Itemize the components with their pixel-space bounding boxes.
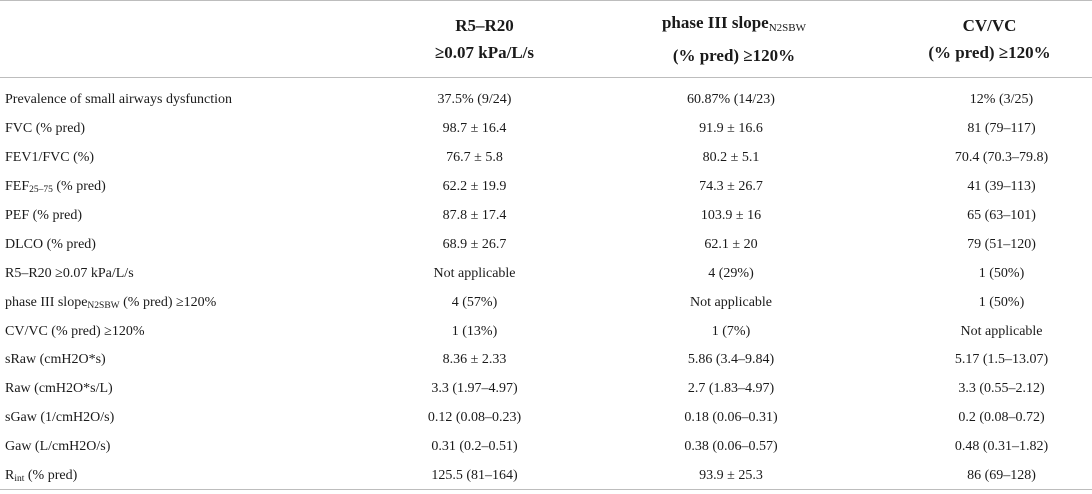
cell-phase-iii: 0.38 (0.06–0.57) xyxy=(684,439,778,455)
header-cv-vc: CV/VC (% pred) ≥120% xyxy=(875,0,1092,78)
cell-r5-r20: 87.8 ± 17.4 xyxy=(442,208,507,223)
row-label: DLCO (% pred) xyxy=(5,236,96,252)
cell-r5-r20: 76.7 ± 5.8 xyxy=(446,150,503,166)
cell-cv-vc: 12% (3/25) xyxy=(969,92,1034,108)
row-label-sub: 25–75 xyxy=(29,185,53,196)
table-row: FEV1/FVC (%) 76.7 ± 5.8 80.2 ± 5.1 70.4 … xyxy=(0,144,1092,173)
row-label: R5–R20 ≥0.07 kPa/L/s xyxy=(5,265,134,281)
row-label: CV/VC (% pred) ≥120% xyxy=(5,323,145,339)
table-row: Gaw (L/cmH2O/s) 0.31 (0.2–0.51) 0.38 (0.… xyxy=(0,433,1092,462)
table-row: FEF25–75 (% pred) 62.2 ± 19.9 74.3 ± 26.… xyxy=(0,173,1092,202)
table-row: R5–R20 ≥0.07 kPa/L/s Not applicable 4 (2… xyxy=(0,259,1092,288)
cell-cv-vc: 79 (51–120) xyxy=(967,236,1036,252)
table-row: PEF (% pred) 87.8 ± 17.4 103.9 ± 16 65 (… xyxy=(0,202,1092,231)
cell-cv-vc: 70.4 (70.3–79.8) xyxy=(954,150,1049,166)
table-row: sGaw (1/cmH2O/s) 0.12 (0.08–0.23) 0.18 (… xyxy=(0,404,1092,433)
cell-r5-r20: 68.9 ± 26.7 xyxy=(442,236,507,252)
row-label: FEF25–75 (% pred) xyxy=(0,173,362,202)
cell-cv-vc: 5.17 (1.5–13.07) xyxy=(954,352,1049,368)
row-label-sub: N2SBW xyxy=(87,300,120,311)
row-label-rest: (% pred) xyxy=(52,179,106,195)
table-row: Raw (cmH2O*s/L) 3.3 (1.97–4.97) 2.7 (1.8… xyxy=(0,375,1092,404)
cell-r5-r20: 62.2 ± 19.9 xyxy=(442,179,507,195)
cell-phase-iii: 91.9 ± 16.6 xyxy=(699,121,763,137)
table-row: FVC (% pred) 98.7 ± 16.4 91.9 ± 16.6 81 … xyxy=(0,115,1092,144)
header-cv-vc-line2: (% pred) ≥120% xyxy=(928,43,1051,62)
cell-r5-r20: 0.12 (0.08–0.23) xyxy=(427,410,522,426)
cell-cv-vc: Not applicable xyxy=(960,323,1043,339)
table-row: phase III slopeN2SBW (% pred) ≥120% 4 (5… xyxy=(0,288,1092,317)
cell-phase-iii: 2.7 (1.83–4.97) xyxy=(687,381,775,397)
header-r5-r20: R5–R20 ≥0.07 kPa/L/s xyxy=(362,0,575,78)
table-bottom-rule xyxy=(0,489,1092,490)
cell-cv-vc: 86 (69–128) xyxy=(967,468,1036,484)
row-label: Gaw (L/cmH2O/s) xyxy=(5,439,111,455)
cell-cv-vc: 81 (79–117) xyxy=(967,121,1036,137)
table-row: DLCO (% pred) 68.9 ± 26.7 62.1 ± 20 79 (… xyxy=(0,230,1092,259)
table-row: sRaw (cmH2O*s) 8.36 ± 2.33 5.86 (3.4–9.8… xyxy=(0,346,1092,375)
header-empty-cell xyxy=(0,0,362,78)
row-label-sub: int xyxy=(14,474,25,485)
cell-cv-vc: 3.3 (0.55–2.12) xyxy=(958,381,1045,397)
row-label-main: R xyxy=(5,468,15,484)
row-label-rest: (% pred) ≥120% xyxy=(119,294,217,310)
header-phase-iii-main: phase III slope xyxy=(661,13,769,32)
cell-r5-r20: 4 (57%) xyxy=(451,294,498,310)
row-label: sRaw (cmH2O*s) xyxy=(5,352,106,368)
header-r5-r20-line1: R5–R20 xyxy=(455,16,514,35)
cell-phase-iii: 62.1 ± 20 xyxy=(704,236,758,252)
cell-cv-vc: 1 (50%) xyxy=(978,265,1025,281)
cell-r5-r20: 0.31 (0.2–0.51) xyxy=(431,439,518,455)
cell-phase-iii: Not applicable xyxy=(689,294,773,310)
cell-r5-r20: 3.3 (1.97–4.97) xyxy=(431,381,518,397)
cell-phase-iii: 0.18 (0.06–0.31) xyxy=(684,410,778,426)
table-row: CV/VC (% pred) ≥120% 1 (13%) 1 (7%) Not … xyxy=(0,317,1092,346)
row-label: Prevalence of small airways dysfunction xyxy=(5,92,233,108)
row-label: sGaw (1/cmH2O/s) xyxy=(5,410,115,426)
header-r5-r20-line2: ≥0.07 kPa/L/s xyxy=(434,43,535,62)
row-label: Rint (% pred) xyxy=(0,462,362,493)
cell-phase-iii: 4 (29%) xyxy=(708,265,754,281)
cell-cv-vc: 0.48 (0.31–1.82) xyxy=(954,439,1049,455)
cell-phase-iii: 5.86 (3.4–9.84) xyxy=(687,352,775,368)
cell-r5-r20: 98.7 ± 16.4 xyxy=(442,121,507,137)
cell-r5-r20: Not applicable xyxy=(433,265,516,281)
row-label-main: FEF xyxy=(5,179,30,195)
cell-r5-r20: 37.5% (9/24) xyxy=(437,92,512,108)
cell-phase-iii: 74.3 ± 26.7 xyxy=(699,179,763,195)
cell-r5-r20: 1 (13%) xyxy=(451,323,498,339)
row-label: Raw (cmH2O*s/L) xyxy=(5,381,113,397)
header-phase-iii-line2: (% pred) ≥120% xyxy=(672,46,796,65)
row-label: phase III slopeN2SBW (% pred) ≥120% xyxy=(0,288,362,317)
cell-cv-vc: 41 (39–113) xyxy=(967,179,1036,195)
cell-phase-iii: 93.9 ± 25.3 xyxy=(699,468,763,484)
header-phase-iii-line1: phase III slopeN2SBW xyxy=(584,9,884,42)
cell-cv-vc: 1 (50%) xyxy=(978,294,1025,310)
cell-phase-iii: 103.9 ± 16 xyxy=(700,208,762,223)
table-row: Rint (% pred) 125.5 (81–164) 93.9 ± 25.3… xyxy=(0,462,1092,493)
header-cv-vc-line1: CV/VC xyxy=(962,16,1017,35)
table-body: Prevalence of small airways dysfunction … xyxy=(0,78,1092,493)
row-label: FEV1/FVC (%) xyxy=(5,150,95,166)
header-phase-iii-sub: N2SBW xyxy=(768,22,807,34)
header-phase-iii-slope: phase III slopeN2SBW (% pred) ≥120% xyxy=(575,0,875,78)
row-label-rest: (% pred) xyxy=(24,468,78,484)
cell-phase-iii: 1 (7%) xyxy=(711,323,751,339)
row-label: PEF (% pred) xyxy=(5,208,82,223)
table-header: R5–R20 ≥0.07 kPa/L/s phase III slopeN2SB… xyxy=(0,0,1092,78)
row-label-main: phase III slope xyxy=(5,294,88,310)
cell-r5-r20: 8.36 ± 2.33 xyxy=(442,352,507,368)
table-row: Prevalence of small airways dysfunction … xyxy=(0,78,1092,115)
cell-phase-iii: 60.87% (14/23) xyxy=(687,92,775,108)
cell-r5-r20: 125.5 (81–164) xyxy=(431,468,518,484)
cell-phase-iii: 80.2 ± 5.1 xyxy=(702,150,760,166)
cell-cv-vc: 0.2 (0.08–0.72) xyxy=(958,410,1045,426)
cell-cv-vc: 65 (63–101) xyxy=(967,208,1036,223)
header-row: R5–R20 ≥0.07 kPa/L/s phase III slopeN2SB… xyxy=(0,0,1092,78)
row-label: FVC (% pred) xyxy=(5,121,86,137)
